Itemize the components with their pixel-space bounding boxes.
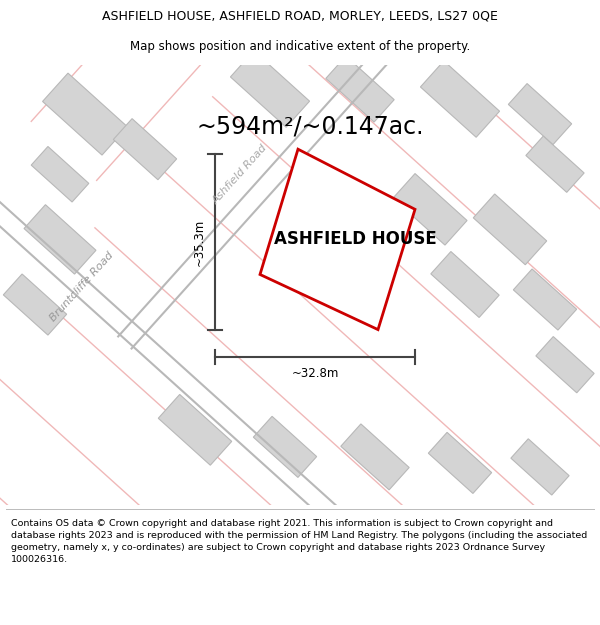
Text: ASHFIELD HOUSE, ASHFIELD ROAD, MORLEY, LEEDS, LS27 0QE: ASHFIELD HOUSE, ASHFIELD ROAD, MORLEY, L… bbox=[102, 10, 498, 22]
Polygon shape bbox=[526, 136, 584, 192]
Polygon shape bbox=[473, 194, 547, 265]
Polygon shape bbox=[158, 394, 232, 465]
Text: ~594m²/~0.147ac.: ~594m²/~0.147ac. bbox=[196, 114, 424, 138]
Polygon shape bbox=[260, 149, 415, 329]
Polygon shape bbox=[4, 274, 67, 335]
Text: Ashfield Road: Ashfield Road bbox=[211, 142, 269, 206]
Polygon shape bbox=[536, 336, 594, 392]
Text: ~35.3m: ~35.3m bbox=[193, 218, 205, 266]
Polygon shape bbox=[113, 119, 176, 180]
Polygon shape bbox=[230, 51, 310, 127]
Polygon shape bbox=[393, 174, 467, 245]
Text: Map shows position and indicative extent of the property.: Map shows position and indicative extent… bbox=[130, 40, 470, 53]
Polygon shape bbox=[514, 269, 577, 330]
Polygon shape bbox=[341, 424, 409, 490]
Polygon shape bbox=[431, 251, 499, 318]
Text: ASHFIELD HOUSE: ASHFIELD HOUSE bbox=[274, 231, 436, 248]
Polygon shape bbox=[421, 61, 500, 138]
Text: Bruntcliffe Road: Bruntcliffe Road bbox=[48, 250, 116, 323]
Text: Contains OS data © Crown copyright and database right 2021. This information is : Contains OS data © Crown copyright and d… bbox=[11, 519, 587, 564]
Text: ~32.8m: ~32.8m bbox=[292, 368, 338, 380]
Polygon shape bbox=[511, 439, 569, 495]
Polygon shape bbox=[31, 146, 89, 202]
Polygon shape bbox=[508, 84, 572, 144]
Polygon shape bbox=[24, 204, 96, 274]
Polygon shape bbox=[326, 56, 394, 122]
Polygon shape bbox=[253, 416, 317, 478]
Polygon shape bbox=[43, 73, 127, 155]
Polygon shape bbox=[428, 432, 491, 494]
